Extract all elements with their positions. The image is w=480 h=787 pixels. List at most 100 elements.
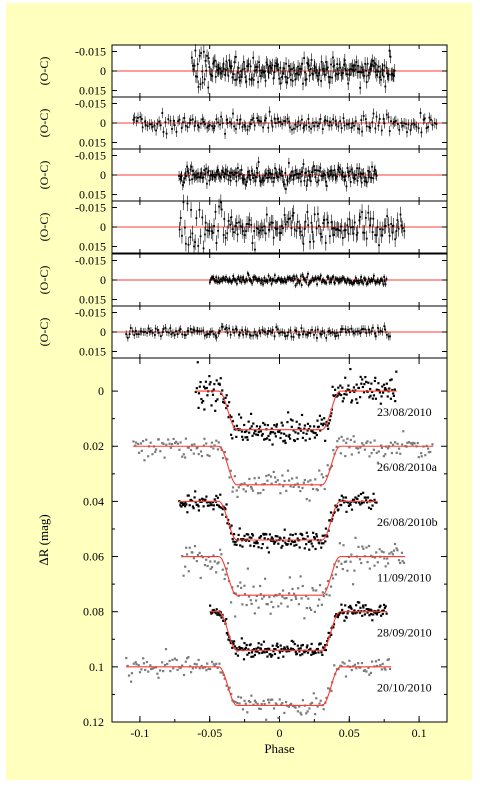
residual-point (319, 167, 322, 169)
residual-point (276, 64, 278, 67)
light-curve-point (182, 574, 185, 577)
x-axis-label: Phase (264, 741, 295, 756)
residual-point (264, 70, 266, 73)
light-curve-point (328, 419, 332, 422)
residual-y-axis-label: (O-C) (37, 318, 51, 347)
light-curve-point (361, 385, 364, 389)
light-curve-point (252, 648, 256, 651)
light-curve-point (350, 553, 353, 556)
light-curve-point (192, 557, 195, 560)
light-curve-point (147, 455, 150, 458)
residual-point (209, 331, 212, 333)
residual-point (196, 63, 199, 66)
residual-point (194, 49, 197, 52)
light-curve-point (283, 597, 286, 600)
light-curve-point (315, 488, 318, 491)
residual-point (302, 277, 305, 280)
light-curve-point (266, 603, 269, 606)
residual-point (162, 328, 165, 330)
residual-point (216, 281, 219, 284)
light-curve-point (382, 603, 386, 606)
residual-point (235, 78, 238, 81)
residual-point (169, 327, 172, 330)
residual-y-tick-label: 0 (100, 64, 106, 78)
light-curve-point (248, 431, 251, 434)
residual-point (396, 219, 399, 222)
light-curve-point (343, 619, 346, 622)
residual-point (305, 184, 308, 187)
residual-point (213, 224, 215, 227)
light-curve-point (256, 650, 259, 653)
residual-point (363, 74, 366, 77)
residual-point (320, 175, 323, 177)
residual-point (302, 163, 305, 166)
residual-point (232, 275, 235, 277)
light-curve-point (274, 648, 277, 651)
light-curve-point (132, 440, 135, 443)
residual-point (250, 223, 253, 226)
residual-point (229, 333, 232, 336)
light-curve-point (380, 446, 384, 450)
residual-point (386, 333, 388, 336)
residual-point (183, 117, 186, 119)
residual-point (254, 180, 257, 183)
light-curve-point (371, 390, 374, 394)
light-curve-point (258, 707, 261, 710)
light-curve-point (315, 697, 318, 700)
residual-point (340, 225, 343, 228)
light-curve-point (298, 546, 301, 549)
residual-point (236, 277, 239, 280)
light-curve-point (353, 440, 356, 443)
residual-point (370, 64, 372, 67)
residual-point (246, 128, 249, 131)
residual-point (406, 131, 408, 134)
residual-point (231, 279, 234, 282)
residual-point (357, 64, 359, 67)
residual-point (381, 69, 384, 72)
residual-point (213, 60, 215, 63)
light-curve-point (314, 713, 317, 716)
light-curve-point (220, 392, 223, 396)
light-curve-point (299, 711, 302, 714)
residual-point (142, 331, 145, 333)
residual-point (278, 232, 281, 234)
light-curve-point (273, 648, 276, 651)
light-curve-point (234, 615, 237, 618)
light-curve-point (365, 501, 369, 504)
residual-point (252, 334, 254, 337)
light-curve-point (417, 456, 420, 459)
residual-panels: -0.01500.015(O-C)-0.01500.015(O-C)-0.015… (37, 44, 448, 359)
light-curve-point (260, 702, 263, 706)
light-curve-point (294, 595, 297, 598)
residual-point (326, 120, 329, 122)
residual-point (400, 224, 403, 227)
light-curve-point (229, 641, 232, 645)
light-curve-point (373, 564, 376, 567)
residual-point (353, 174, 356, 177)
residual-point (397, 123, 399, 125)
residual-point (366, 281, 369, 284)
residual-point (380, 129, 383, 132)
light-curve-point (270, 427, 273, 430)
light-curve-point (218, 662, 221, 665)
light-curve-point (362, 606, 365, 609)
residual-point (234, 78, 237, 81)
light-curve-point (239, 646, 242, 650)
light-curve-point (393, 542, 397, 546)
residual-point (377, 331, 380, 333)
residual-point (201, 118, 204, 121)
residual-point (324, 241, 327, 244)
light-curve-point (366, 560, 369, 564)
light-curve-point (362, 391, 366, 394)
residual-point (202, 329, 205, 332)
light-curve-point (337, 392, 340, 395)
light-curve-point (281, 474, 284, 477)
light-curve-point (349, 367, 352, 371)
residual-point (392, 224, 395, 227)
residual-point (195, 173, 198, 176)
residual-y-tick-label: 0 (100, 273, 106, 287)
residual-point (241, 68, 244, 71)
residual-point (351, 64, 354, 67)
light-curve-point (212, 447, 215, 450)
light-curve-point (374, 376, 377, 379)
